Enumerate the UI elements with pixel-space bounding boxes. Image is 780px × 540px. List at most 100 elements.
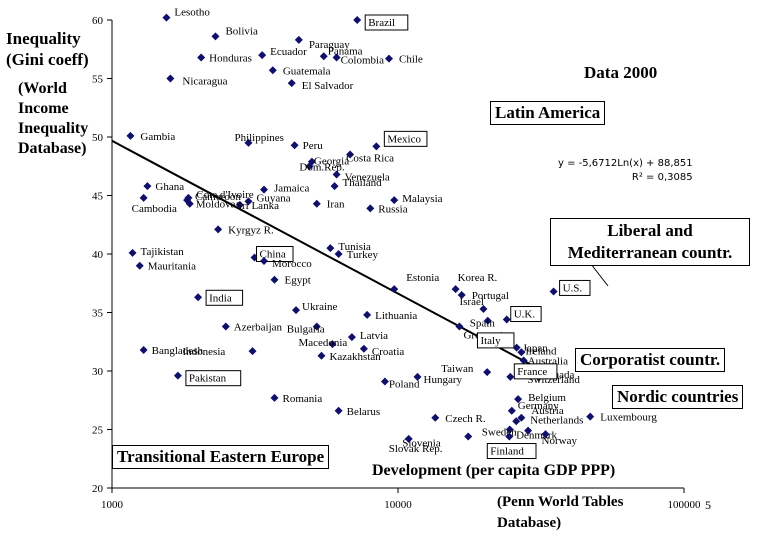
data-point-marker [211,32,220,41]
data-point-label: Spain [470,318,496,330]
data-point-marker [519,356,528,365]
data-point-label: Ecuador [270,46,307,58]
data-point-label: Taiwan [441,363,474,375]
data-point-marker [353,16,362,24]
data-point-label: Hungary [424,374,463,386]
data-point-label: Macedonia [298,337,347,349]
x-tick-label: 1000 [101,499,124,511]
data-point-label-box [383,130,428,147]
data-point-label: U.K. [514,309,536,321]
x-tick-label: 100000 [668,499,702,511]
data-point-marker [135,261,144,270]
data-point-label: El Salvador [302,80,354,92]
data-point-label: U.S. [563,282,583,294]
data-point-label-box [205,289,244,306]
data-point-marker [268,66,277,75]
y-tick-label: 55 [92,74,104,86]
data-point-marker [502,315,511,324]
data-point-label: Jamaica [274,183,310,195]
data-point-marker [244,197,253,206]
data-point-label: Lesotho [174,7,210,19]
data-point-label-box [510,306,542,323]
data-point-marker [366,204,375,213]
data-point-marker [483,368,492,377]
equation-text: y = -5,6712Ln(x) + 88,851 [558,158,693,169]
data-point-label-box [486,443,537,460]
data-point-marker [248,347,257,356]
chart-title: Data 2000 [584,63,658,82]
data-point-label: Bulgaria [287,324,325,336]
data-point-marker [372,142,381,151]
group-pointer-lines [590,263,609,287]
data-point-label: Colombia [341,54,385,66]
data-point-marker [390,196,399,205]
data-point-label: Peru [303,140,324,152]
data-point-label: Mauritania [148,261,196,273]
data-point-marker [455,322,464,331]
data-point-marker [332,53,341,62]
data-point-label: Poland [389,379,420,391]
data-point-marker [384,54,393,63]
data-point-label: Georgia [314,156,349,168]
data-point-marker [517,348,526,357]
data-point-label: Morocco [272,258,312,270]
data-point-label: Kazakhstan [329,351,381,363]
data-point-marker [287,79,296,88]
data-point-label: Bangladesh [152,345,204,357]
data-points: Lesotho Brazil Bolivia Paraguay Honduras Ecua… [126,7,657,460]
data-point-marker [479,304,488,313]
data-point-label: Brazil [368,17,395,29]
data-point-marker [317,351,326,360]
data-point-marker [292,306,301,315]
y-tick-label: 35 [92,308,104,320]
data-point-marker [194,293,203,302]
data-point-label: Czech R. [445,413,486,425]
data-point-label: Tajikistan [141,246,185,258]
data-point-marker [221,322,230,331]
x-tick-label: 10000 [384,499,412,511]
data-point-label: Cambodia [132,203,177,215]
data-point-marker [326,244,335,253]
liberal-pointer-line [590,263,609,287]
r-squared-text: R² = 0,3085 [631,172,693,183]
data-point-marker [312,322,321,331]
data-point-marker [507,406,516,415]
data-point-label: Cote d'Ivoire [196,189,253,201]
data-point-label: Ghana [155,181,184,193]
data-point-label: Thailand [343,177,383,189]
data-point-label: Ireland [525,345,557,357]
data-point-label: Israel [459,296,483,308]
data-point-label: Italy [480,335,501,347]
data-point-marker [464,432,473,441]
data-point-label-box [185,370,242,387]
data-point-marker [312,199,321,208]
data-point-marker [390,285,399,294]
data-point-label: China [260,249,286,261]
y-tick-label: 60 [92,15,104,27]
data-point-marker [270,393,279,402]
liberal-mediterranean-label: Liberal and Mediterranean countr. [550,218,750,266]
data-point-label: Japan [523,343,549,355]
data-point-marker [451,285,460,294]
data-point-label: Croatia [372,346,404,358]
data-point-label: Finland [490,446,524,458]
data-point-marker [346,150,355,159]
trendline-equation: y = -5,6712Ln(x) + 88,851 R² = 0,3085 [558,157,693,185]
data-point-marker [431,413,440,422]
data-point-marker [517,413,526,422]
data-point-marker [413,372,422,381]
data-point-label: Tunisia [338,241,371,253]
data-point-label: Sri Lanka [236,200,279,212]
data-point-marker [549,287,558,296]
data-point-label: Austria [531,405,564,417]
data-point-marker [128,248,137,257]
data-point-label: Cameroon [195,191,241,203]
data-point-label: Guyana [256,192,290,204]
data-point-marker [334,406,343,415]
chart-axes: 20 25 30 35 40 45 50 55 60 1000 10000 100000 [92,15,701,511]
data-point-marker [514,395,523,404]
data-point-label: France [517,366,547,378]
y-axis-title: Inequality (Gini coeff) [6,29,89,69]
data-point-marker [126,131,135,140]
data-point-label: Latvia [360,330,388,342]
